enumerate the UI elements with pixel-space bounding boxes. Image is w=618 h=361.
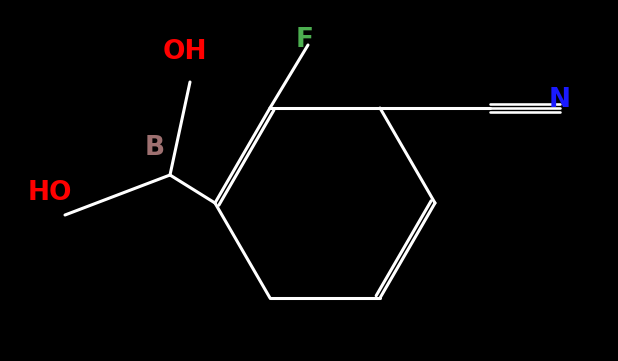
Text: N: N	[549, 87, 571, 113]
Text: HO: HO	[28, 180, 72, 206]
Text: OH: OH	[163, 39, 207, 65]
Text: B: B	[145, 135, 165, 161]
Text: F: F	[296, 27, 314, 53]
